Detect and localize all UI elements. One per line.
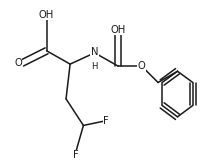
Text: OH: OH (39, 10, 54, 20)
Text: F: F (103, 116, 109, 126)
Text: H: H (92, 62, 98, 71)
Text: F: F (73, 150, 79, 160)
Text: O: O (14, 58, 22, 68)
Text: OH: OH (111, 25, 126, 35)
Text: N: N (91, 47, 98, 57)
Text: O: O (138, 61, 146, 71)
Text: O: O (138, 61, 146, 71)
Text: N: N (91, 48, 98, 58)
